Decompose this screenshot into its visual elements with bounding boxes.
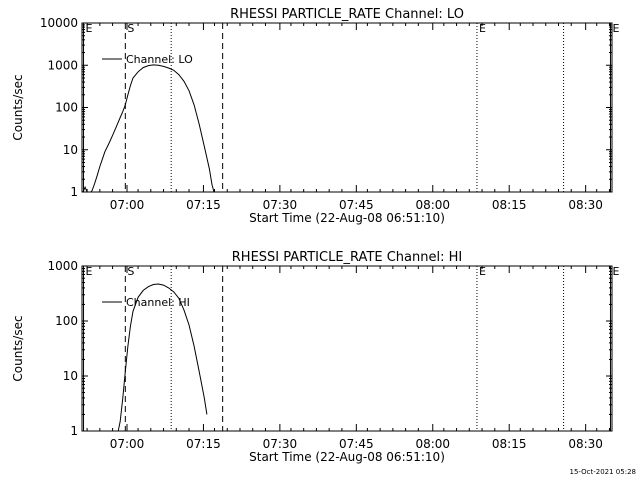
y-axis-label: Counts/sec xyxy=(11,74,25,140)
y-tick-label: 100 xyxy=(55,314,78,328)
chart-title: RHESSI PARTICLE_RATE Channel: HI xyxy=(232,250,462,265)
x-tick-label: 08:15 xyxy=(492,198,527,212)
x-tick-label: 07:15 xyxy=(186,437,221,451)
chart-panel-1: RHESSI PARTICLE_RATE Channel: LO 1 10 100 10… xyxy=(11,7,619,225)
x-tick-label: 07:00 xyxy=(110,198,145,212)
x-axis-label: Start Time (22-Aug-08 06:51:10) xyxy=(249,450,445,464)
x-tick-label: 07:30 xyxy=(263,437,298,451)
x-tick-label: 07:15 xyxy=(186,198,221,212)
x-axis-label: Start Time (22-Aug-08 06:51:10) xyxy=(249,211,445,225)
x-tick-label: 08:00 xyxy=(415,437,450,451)
footer-timestamp: 15-Oct-2021 05:28 xyxy=(570,468,636,476)
event-marker-label: E xyxy=(612,265,619,278)
y-tick-label: 10 xyxy=(63,369,78,383)
event-marker-label: E xyxy=(86,265,93,278)
y-tick-label: 1 xyxy=(70,424,78,438)
x-tick-label: 08:30 xyxy=(568,437,603,451)
y-tick-label: 1000 xyxy=(47,58,78,72)
x-tick-label: 08:00 xyxy=(415,198,450,212)
chart-title: RHESSI PARTICLE_RATE Channel: LO xyxy=(230,7,464,22)
x-tick-label: 07:00 xyxy=(110,437,145,451)
plot-frame xyxy=(81,22,613,193)
y-tick-label: 100 xyxy=(55,101,78,115)
event-marker-label: S xyxy=(127,265,134,278)
y-tick-label: 10 xyxy=(63,143,78,157)
x-tick-label: 07:30 xyxy=(263,198,298,212)
event-marker-label: E xyxy=(86,22,93,35)
event-marker-label: E xyxy=(612,22,619,35)
event-markers xyxy=(83,266,611,431)
y-tick-label: 1 xyxy=(70,185,78,199)
series-line xyxy=(117,283,208,431)
plot-frame xyxy=(81,265,613,432)
event-marker-label: E xyxy=(479,22,486,35)
event-marker-label: E xyxy=(479,265,486,278)
chart-panel-2: RHESSI PARTICLE_RATE Channel: HI 1 10 100 10… xyxy=(11,250,619,464)
event-marker-label: S xyxy=(127,22,134,35)
event-markers xyxy=(83,23,611,192)
x-tick-label: 07:45 xyxy=(339,437,374,451)
y-tick-label: 1000 xyxy=(47,259,78,273)
y-axis-label: Counts/sec xyxy=(11,315,25,381)
series-line xyxy=(82,64,215,192)
legend-label: Channel: LO xyxy=(126,53,193,66)
x-tick-label: 07:45 xyxy=(339,198,374,212)
x-tick-label: 08:30 xyxy=(568,198,603,212)
x-tick-label: 08:15 xyxy=(492,437,527,451)
legend-label: Channel: HI xyxy=(126,296,190,309)
y-tick-label: 10000 xyxy=(40,16,78,30)
